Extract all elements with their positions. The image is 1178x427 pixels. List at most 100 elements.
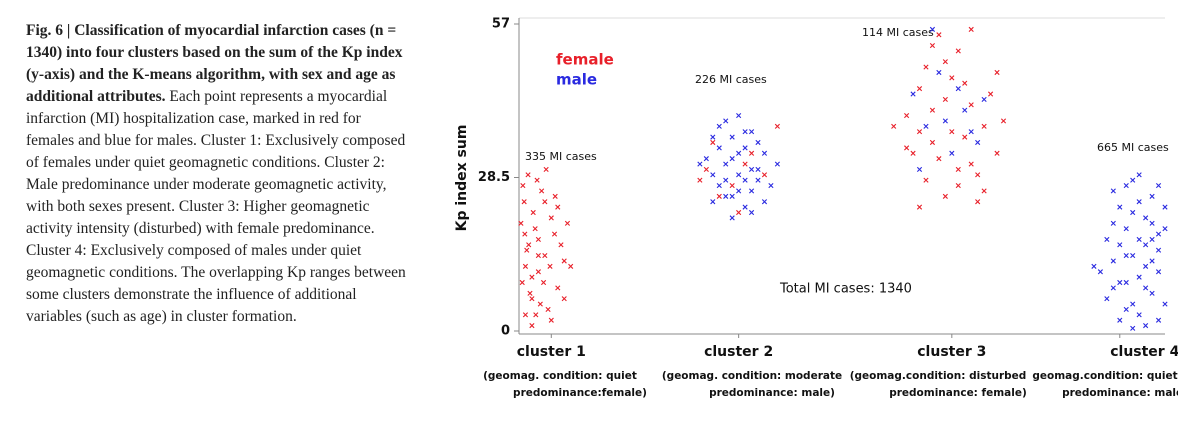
point xyxy=(525,172,531,178)
point xyxy=(716,182,722,189)
caption-body: Each point represents a myocardial infar… xyxy=(26,88,406,325)
point xyxy=(1155,317,1162,323)
point xyxy=(923,177,929,183)
point xyxy=(697,177,703,183)
point xyxy=(710,139,716,146)
point xyxy=(1162,226,1168,232)
point xyxy=(949,75,955,81)
point xyxy=(929,42,936,49)
point xyxy=(535,253,541,259)
point xyxy=(561,296,567,302)
x-tick-label: cluster 3 xyxy=(917,344,986,360)
point xyxy=(968,102,974,108)
point xyxy=(936,69,942,76)
point xyxy=(975,139,981,146)
point xyxy=(1110,258,1116,264)
point xyxy=(555,204,561,210)
point xyxy=(955,166,961,173)
x-sublabel: (geomag. condition: moderate xyxy=(662,370,842,382)
point xyxy=(529,296,535,302)
point xyxy=(1136,236,1142,243)
point xyxy=(761,172,768,178)
caption-title: Classification of myocardial infarction … xyxy=(26,22,403,105)
point xyxy=(1110,188,1116,194)
point xyxy=(929,107,936,113)
x-sublabel: (geomag. condition: quiet xyxy=(483,370,637,382)
x-sublabel: predominance: female) xyxy=(889,387,1027,399)
point xyxy=(936,32,942,38)
point xyxy=(519,279,525,286)
point xyxy=(710,134,716,140)
point xyxy=(1130,253,1136,259)
point xyxy=(1123,306,1129,313)
point xyxy=(1143,242,1149,248)
point xyxy=(1117,279,1123,286)
point xyxy=(1149,193,1155,199)
point xyxy=(755,139,761,146)
point xyxy=(774,123,780,129)
point xyxy=(1130,209,1136,216)
x-sublabel: predominance: male) xyxy=(709,387,835,399)
point xyxy=(535,236,541,243)
point xyxy=(981,188,987,194)
point xyxy=(981,96,987,102)
point xyxy=(1143,263,1149,269)
point xyxy=(532,226,538,232)
point xyxy=(723,161,729,167)
point xyxy=(697,161,703,167)
point xyxy=(1117,242,1123,248)
point xyxy=(521,199,527,205)
point xyxy=(524,247,530,253)
point xyxy=(994,69,1000,76)
point xyxy=(904,145,910,151)
point xyxy=(916,86,923,92)
point xyxy=(923,123,929,129)
point xyxy=(530,209,536,216)
point xyxy=(942,96,948,102)
point xyxy=(742,177,748,183)
point xyxy=(1110,285,1116,291)
caption-label: Fig. 6 | xyxy=(26,22,75,39)
point xyxy=(1123,182,1129,189)
point xyxy=(955,48,961,54)
point xyxy=(755,166,761,173)
point xyxy=(929,139,936,146)
legend-entry: male xyxy=(556,71,597,89)
point xyxy=(1143,215,1149,221)
point xyxy=(736,150,742,156)
point xyxy=(923,64,929,70)
point xyxy=(555,285,561,291)
point xyxy=(542,199,548,205)
point xyxy=(1136,312,1142,318)
point xyxy=(1155,247,1162,253)
point xyxy=(723,177,729,183)
point xyxy=(916,166,923,173)
point xyxy=(561,258,567,264)
point xyxy=(1123,226,1129,232)
point xyxy=(955,86,961,92)
point xyxy=(547,263,553,269)
x-tick-label: cluster 2 xyxy=(704,344,773,360)
point xyxy=(962,80,968,86)
point xyxy=(742,129,748,135)
point xyxy=(736,188,742,194)
point xyxy=(534,177,540,183)
point xyxy=(1123,279,1129,286)
point xyxy=(748,188,755,194)
legend-entry: female xyxy=(556,51,614,69)
point xyxy=(716,193,722,199)
point xyxy=(1117,204,1123,210)
point xyxy=(542,253,548,259)
point xyxy=(564,220,571,226)
point xyxy=(910,91,916,97)
point xyxy=(768,182,774,189)
x-sublabel: predominance:female) xyxy=(513,387,647,399)
point xyxy=(539,188,545,194)
point xyxy=(1143,323,1149,329)
point xyxy=(716,145,722,151)
point xyxy=(994,150,1000,156)
y-axis-label: Kp index sum xyxy=(454,125,470,232)
point xyxy=(742,204,748,210)
x-sublabel: predominance: male) xyxy=(1062,387,1178,399)
point xyxy=(1136,172,1142,178)
